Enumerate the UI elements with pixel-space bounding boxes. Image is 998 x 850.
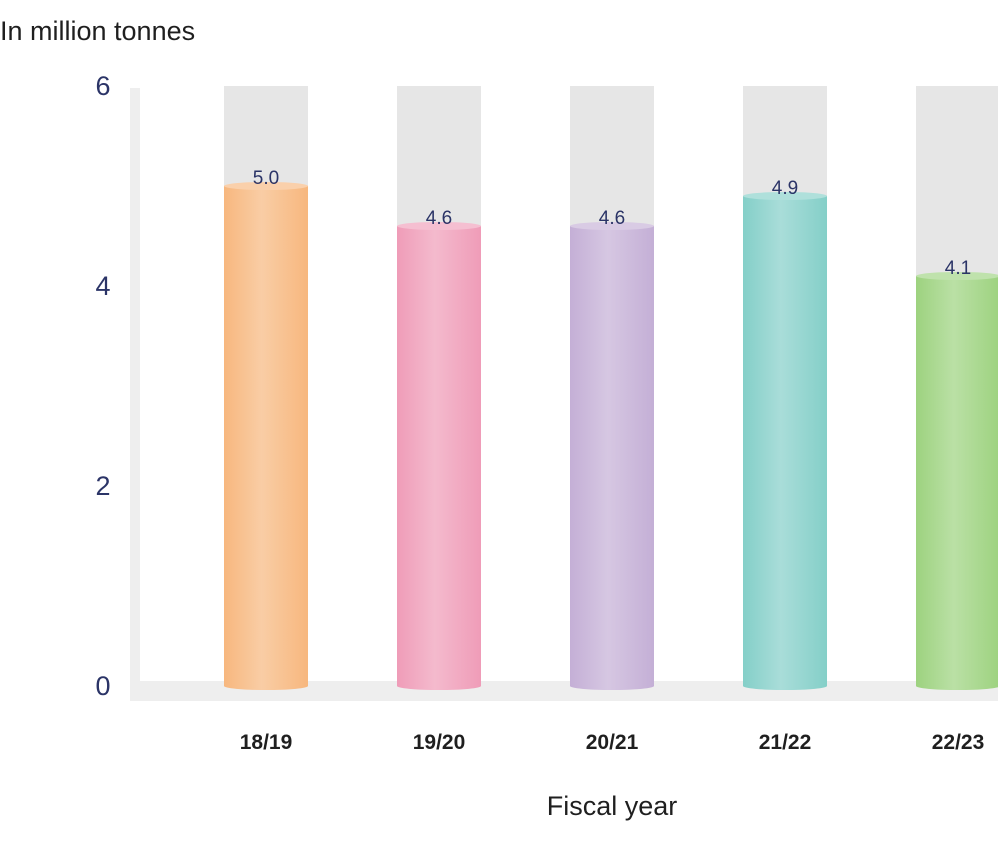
- bar-top-cap: [397, 222, 481, 230]
- y-tick-label: 6: [95, 71, 110, 101]
- x-tick-label: 18/19: [240, 731, 293, 754]
- data-label: 4.6: [426, 208, 452, 229]
- bar-bottom-cap: [224, 682, 308, 690]
- bar-bottom-cap: [570, 682, 654, 690]
- data-label: 5.0: [253, 168, 279, 189]
- bar-top-cap: [570, 222, 654, 230]
- bar: [397, 226, 481, 686]
- bar: [224, 186, 308, 686]
- bar-bottom-cap: [743, 682, 827, 690]
- x-tick-label: 22/23: [932, 731, 985, 754]
- y-axis-label: In million tonnes: [0, 16, 195, 46]
- x-tick-label: 20/21: [586, 731, 639, 754]
- y-axis-line: [130, 88, 140, 701]
- bar: [916, 276, 998, 686]
- bar-top-cap: [916, 272, 998, 280]
- y-tick-label: 2: [95, 471, 110, 501]
- bar-top-cap: [224, 182, 308, 190]
- bar: [570, 226, 654, 686]
- x-tick-label: 19/20: [413, 731, 466, 754]
- bar-bottom-cap: [916, 682, 998, 690]
- bar-top-cap: [743, 192, 827, 200]
- x-tick-label: 21/22: [759, 731, 812, 754]
- y-tick-label: 4: [95, 271, 110, 301]
- x-axis-label: Fiscal year: [547, 791, 678, 821]
- y-tick-label: 0: [95, 671, 110, 701]
- data-label: 4.9: [772, 178, 798, 199]
- data-label: 4.1: [945, 258, 971, 279]
- bar-bottom-cap: [397, 682, 481, 690]
- data-label: 4.6: [599, 208, 625, 229]
- bar: [743, 196, 827, 686]
